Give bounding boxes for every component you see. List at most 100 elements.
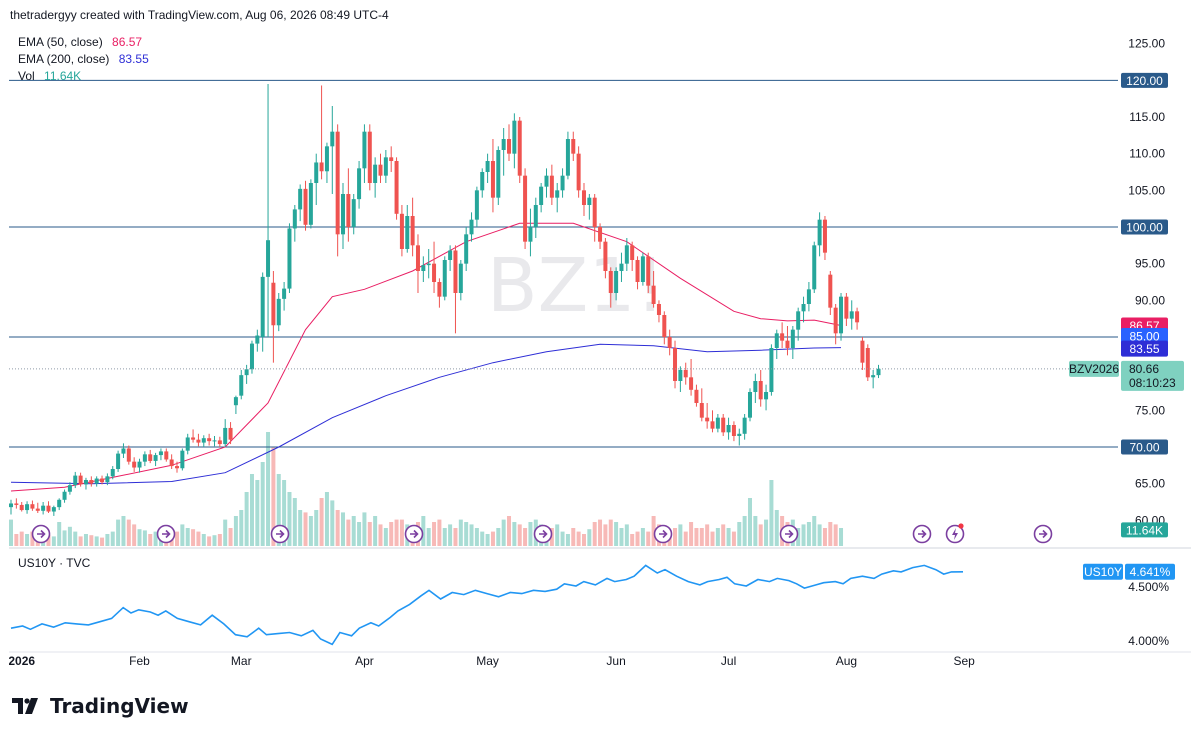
candle-body [507,139,512,154]
candle [260,272,265,352]
tradingview-logo[interactable]: TradingView [12,694,189,718]
candle [565,131,570,180]
candle-body [464,234,469,264]
volume-bar [341,512,346,546]
volume-bar [581,534,586,546]
us10y-badge-value: 4.641% [1130,565,1171,579]
candle-body [137,461,142,468]
candle [715,414,720,433]
chart-canvas[interactable]: BZ1! 125.00 115.00 110.00 105.00 95.00 90.00 7… [9,29,1191,674]
candle-body [185,437,190,451]
candle-body [116,453,121,469]
candle [373,157,378,198]
candle [405,205,410,253]
volume-bar [587,529,592,546]
volume-bar [801,524,806,546]
candle [410,197,415,257]
volume-bar [62,530,67,546]
volume-bar [549,528,554,546]
legend-ema200[interactable]: EMA (200, close) 83.55 [18,52,149,66]
candle [324,142,329,183]
price-tick-label: 65.00 [1135,477,1165,491]
candle [19,502,24,512]
volume-bar [523,528,528,546]
candle-body [298,188,303,210]
candle [14,498,19,509]
candle-body [83,480,88,485]
volume-bar [598,519,603,546]
candle [624,238,629,271]
price-tick-label: 95.00 [1135,257,1165,271]
candle-body [876,368,881,376]
volume-bar [432,522,437,546]
candle [57,498,62,511]
candle-body [410,216,415,246]
candle [673,340,678,389]
attribution-text: thetradergyy created with TradingView.co… [10,8,389,22]
candle-body [689,377,694,390]
volume-bar [314,510,319,546]
volume-bar [421,516,426,546]
flash-event-icon [945,523,965,544]
legend-vol-label: Vol [18,69,35,83]
candle-body [426,263,431,266]
candle [544,168,549,198]
volume-bar [592,522,597,546]
volume-bar [249,474,254,546]
legend-us10y[interactable]: US10Y · TVC [18,556,90,570]
candle [871,370,876,389]
volume-bar [694,528,699,546]
candle-body [223,427,228,445]
candle [83,477,88,490]
legend-ema50-value: 86.57 [112,35,143,49]
volume-bar [507,516,512,546]
candle [271,271,276,363]
candle [785,326,790,356]
candle-body [201,438,206,443]
candle [276,293,281,332]
candle [351,194,356,235]
candle [458,260,463,301]
volume-bar [833,524,838,546]
candle [539,183,544,213]
candle-body [276,298,281,326]
candle-body [389,157,394,161]
volume-bar [357,522,362,546]
legend-vol[interactable]: Vol 11.64K [18,69,81,83]
volume-bar [742,516,747,546]
tradingview-logo-icon [12,698,38,714]
candle-body [774,333,779,348]
candle [46,501,51,513]
candle-body [324,146,329,172]
candle-body [512,120,517,154]
last-price-countdown: 08:10:23 [1129,376,1176,390]
event-marker-icon [779,524,799,544]
time-axis-label: Mar [231,654,252,668]
candle-body [860,340,865,363]
candle-body [533,205,538,227]
candle [164,448,169,462]
candle [62,489,67,503]
candle-body [656,304,661,315]
candle [855,307,860,330]
candle [828,271,833,315]
candle [41,502,46,515]
price-tick-label: 90.00 [1135,293,1165,307]
volume-bar [196,531,201,546]
candle [303,180,308,231]
candle [223,419,228,447]
candle-body [196,439,201,443]
volume-bar [624,524,629,546]
volume-bar [614,522,619,546]
candle [394,157,399,220]
volume-bar [774,510,779,546]
candle-body [153,455,158,461]
candle [132,457,137,472]
legend-ema50[interactable]: EMA (50, close) 86.57 [18,35,142,49]
volume-bar [839,528,844,546]
event-marker-icon [404,524,424,544]
candle-body [51,507,56,512]
candle [89,476,94,487]
chart-frame[interactable]: BZ1! 125.00 115.00 110.00 105.00 95.00 90.00 7… [9,29,1191,674]
